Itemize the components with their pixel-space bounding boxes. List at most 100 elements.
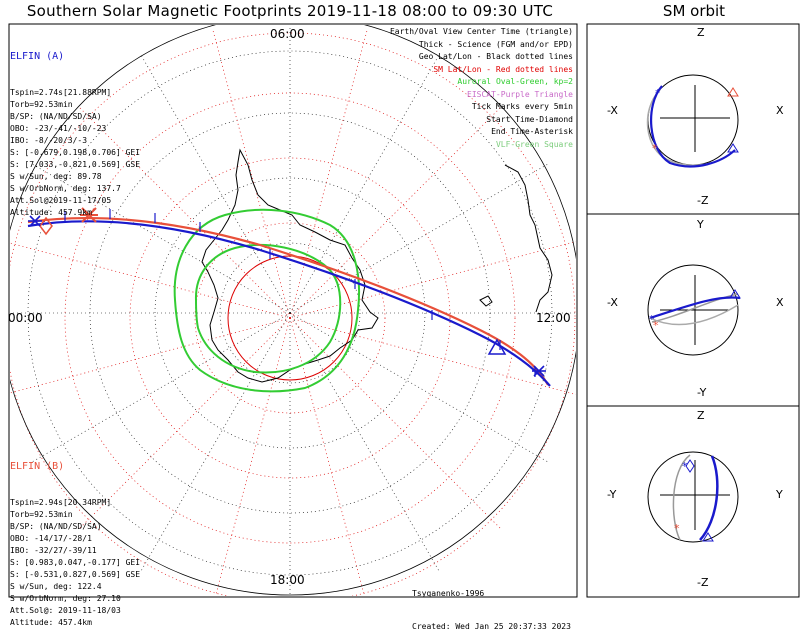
sm-latitude-circle [64,92,516,544]
orbit-panel-yz: * * [647,451,739,543]
panel2-top-label: Y [697,218,704,231]
sm-latitude-circle [194,222,386,414]
mlt-label-bottom: 18:00 [270,573,305,587]
legend-item: Geo Lat/Lon - Black dotted lines [418,52,573,61]
panel2-bottom-label: -Y [697,386,707,399]
geo-latitude-circle [219,242,361,384]
geo-longitude-line [139,312,291,573]
geo-longitude-line [139,53,291,314]
elfin-b-end-asterisk [80,207,98,223]
page-title: Southern Solar Magnetic Footprints 2019-… [26,2,554,20]
elfin-a-line: S w/OrbNorm, deg: 137.7 [10,184,121,193]
elfin-b-track [27,217,549,386]
elfin-b-name: ELFIN (B) [10,461,65,472]
elfin-a-start-asterisk [532,365,546,377]
legend-item: Start Time-Diamond [486,114,573,124]
sm-grid [10,28,576,596]
panel3-bottom-label: -Z [697,576,709,589]
geo-longitude-line [289,162,550,314]
panel1-right-label: X [776,104,784,117]
svg-text:*: * [653,319,659,332]
orbit-panel-xz: * * [646,74,739,168]
map-boundary [10,25,576,596]
panel2-right-label: X [776,296,784,309]
panel1-bottom-label: -Z [697,194,709,207]
elfin-b-line: B/SP: (NA/ND/SD/SA) [10,522,102,531]
elfin-a-track [27,220,551,387]
elfin-b-line: S: [0.983,0.047,-0.177] GEI [10,558,141,567]
elfin-b-line: S w/Sun, deg: 122.4 [10,582,102,591]
sm-longitude-line [212,28,291,319]
panel3-right-label: Y [776,488,783,501]
elfin-b-line: S: [-0.531,0.827,0.569] GSE [10,570,141,579]
auroral-oval-outer [173,208,361,393]
legend-item: Earth/Oval View Center Time (triangle) [389,27,573,36]
geo-longitude-line [289,312,441,573]
svg-text:*: * [674,522,680,535]
elfin-b-start-diamond [39,216,53,236]
mlt-label-right: 12:00 [536,311,571,325]
elfin-a-line: Tspin=2.74s[21.88RPM] [10,88,112,97]
sm-pole-circle [227,255,353,381]
legend-item: EISCAT-Purple Triangle [467,89,573,99]
legend: Earth/Oval View Center Time (triangle) Th… [390,26,573,151]
mlt-label-left: 00:00 [8,311,43,325]
elfin-a-line: B/SP: (NA/ND/SD/SA) [10,112,102,121]
geo-latitude-circle [27,50,553,576]
sm-latitude-circle [10,32,576,596]
sm-longitude-line [289,241,576,319]
elfin-a-line: Torb=92.53min [10,100,73,109]
orbit-panel-frame [586,23,800,215]
elfin-b-line: Altitude: 457.4km [10,618,92,627]
island [479,295,493,307]
sm-latitude-circle [129,157,451,479]
mlt-label-top: 06:00 [270,27,305,41]
elfin-a-lines: Tspin=2.74s[21.88RPM] Torb=92.53min B/SP: … [10,87,140,219]
elfin-b-line: Torb=92.53min [10,510,73,519]
orbit-title: SM orbit [662,2,726,20]
legend-item: Tick Marks every 5min [471,102,573,111]
geo-longitude-line [289,312,550,464]
elfin-b-line: IBO: -32/27/-39/11 [10,546,97,555]
elfin-a-line: S: [-0.679,0.198,0.706] GEI [10,148,141,157]
panel1-left-label: -X [607,104,618,117]
sm-longitude-line [10,242,291,319]
elfin-a-end-asterisk [28,215,42,227]
sm-longitude-line [10,317,291,394]
legend-item: Thick - Science (FGM and/or EPD) [418,39,573,49]
legend-item: Auroral Oval-Green, kp=2 [457,77,573,86]
view-center-triangle [487,338,507,355]
sm-longitude-line [289,317,503,531]
sm-longitude-line [289,28,368,319]
credits: Tsyganenko-1996 Created: Wed Jan 25 20:3… [412,566,571,643]
elfin-b-line: Att.Sol@: 2019-11-18/03 [10,606,121,615]
sm-longitude-line [289,317,576,395]
elfin-a-line: S w/Sun, deg: 89.78 [10,172,102,181]
elfin-a-line: OBO: -23/-41/-10/-23 [10,124,107,133]
elfin-a-line: Att.Sol@2019-11-17/05 [10,196,112,205]
svg-text:*: * [682,460,688,473]
polar-map [10,25,576,596]
legend-item: End Time-Asterisk [491,127,573,136]
svg-text:*: * [652,142,658,155]
elfin-a-info: ELFIN (A) Tspin=2.74s[21.88RPM] Torb=92.5… [10,27,140,231]
panel3-left-label: -Y [607,488,617,501]
elfin-b-line: OBO: -14/17/-28/1 [10,534,92,543]
elfin-a-line: IBO: -8/-20/3/-3 [10,136,88,145]
geo-latitude-circle [154,177,426,449]
panel2-left-label: -X [607,296,618,309]
geo-grid [10,25,576,596]
south-america-tip [504,164,553,313]
figure-canvas: * * * * * * [8,23,800,598]
elfin-b-info: ELFIN (B) Tspin=2.94s[20.34RPM] Torb=92.5… [10,437,140,641]
orbit-panel-frame [586,405,800,598]
elfin-a-name: ELFIN (A) [10,51,65,62]
elfin-a-tick-marks [64,209,536,377]
panel3-top-label: Z [697,409,705,422]
panel1-top-label: Z [697,26,705,39]
elfin-a-line: Altitude: 457.9km [10,208,92,217]
elfin-b-lines: Tspin=2.94s[20.34RPM] Torb=92.53min B/SP: … [10,497,140,629]
sm-longitude-line [289,317,365,596]
elfin-b-line: Tspin=2.94s[20.34RPM] [10,498,112,507]
svg-text:*: * [649,313,655,326]
